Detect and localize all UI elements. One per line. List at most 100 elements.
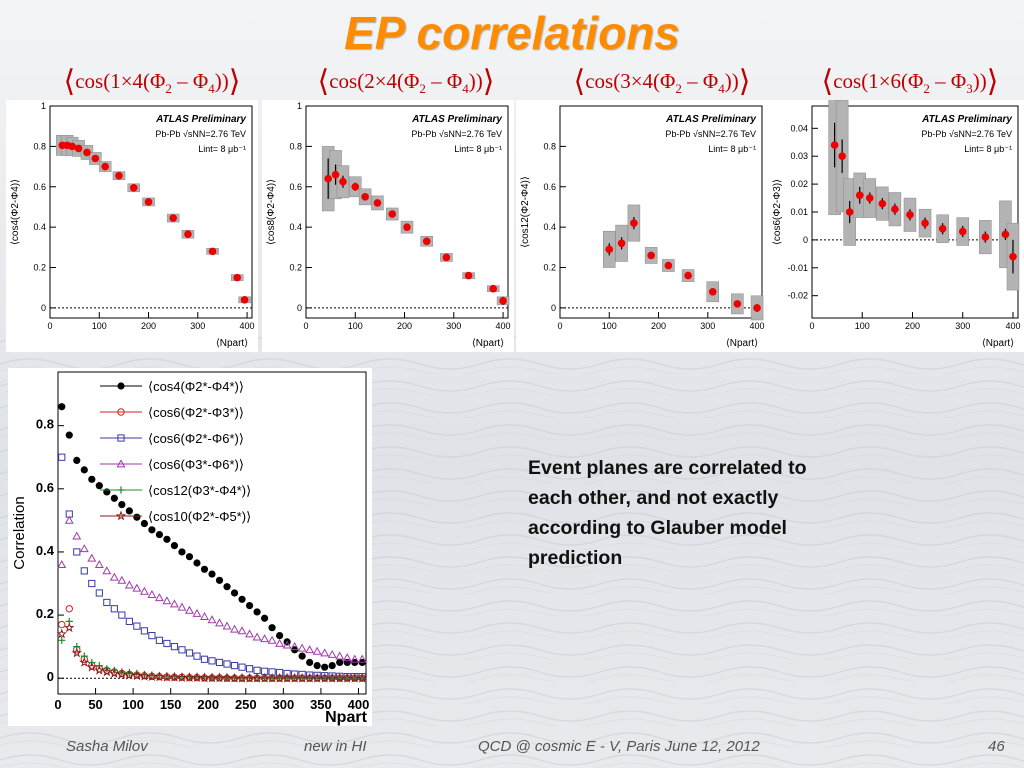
y-tick-label: 0.8	[33, 141, 46, 151]
y-tick-label: 0.4	[289, 222, 302, 232]
x-tick-label: 350	[310, 697, 332, 712]
x-tick-label: 0	[557, 321, 562, 331]
y-axis-label: Correlation	[11, 496, 28, 569]
footer-event: QCD @ cosmic E - V, Paris June 12, 2012	[478, 738, 760, 755]
series-point	[275, 638, 285, 647]
x-tick-label: 150	[160, 697, 182, 712]
y-tick-label: 0.8	[543, 141, 556, 151]
series-point	[64, 622, 75, 633]
data-point	[981, 233, 990, 241]
series-point	[178, 646, 186, 654]
y-tick-label: 0.4	[36, 543, 55, 558]
y-tick-label: 0.8	[36, 417, 54, 432]
x-tick-label: 200	[905, 321, 920, 331]
series-point	[290, 642, 300, 651]
series-point	[87, 553, 97, 562]
data-point	[753, 304, 761, 312]
series-point	[223, 660, 231, 668]
legend-marker	[115, 510, 127, 521]
series-point	[208, 570, 216, 578]
data-point	[891, 205, 899, 214]
series-point	[170, 643, 179, 651]
data-point	[361, 193, 369, 201]
data-point	[605, 245, 614, 254]
series-point	[176, 672, 188, 683]
series-point	[200, 655, 209, 663]
data-point	[906, 210, 914, 219]
energy-label: Pb-Pb √sNN=2.76 TeV	[155, 129, 246, 139]
x-tick-label: 200	[197, 697, 219, 712]
series-point	[140, 519, 148, 528]
series-point	[147, 589, 157, 598]
series-point	[274, 672, 285, 683]
series-point	[230, 661, 239, 670]
data-point	[838, 152, 846, 161]
legend-marker	[117, 486, 125, 494]
x-tick-label: 250	[235, 697, 257, 712]
y-axis-label: ⟨cos8(Φ2-Φ4)⟩	[266, 179, 277, 245]
series-point	[133, 513, 141, 521]
data-point	[958, 227, 967, 236]
plot-frame	[57, 371, 367, 695]
series-point	[140, 627, 148, 635]
series-point	[335, 651, 345, 660]
legend-marker	[116, 459, 126, 468]
data-point	[865, 194, 874, 202]
series-point	[58, 620, 66, 629]
data-point	[339, 177, 347, 186]
x-tick-label: 0	[54, 697, 61, 712]
x-tick-label: 400	[1005, 321, 1020, 331]
formula-1: ⟨cos(1×4(Φ2 – Φ4))⟩	[63, 65, 241, 98]
series-point	[215, 618, 224, 627]
series-point	[148, 631, 156, 640]
series-point	[214, 672, 225, 683]
series-point	[56, 628, 67, 639]
data-point	[489, 284, 498, 293]
series-point	[58, 403, 66, 411]
data-point	[617, 239, 626, 248]
series-point	[245, 665, 254, 673]
legend-label: ⟨cos6(Φ2*-Φ6*)⟩	[148, 431, 244, 446]
series-point	[215, 658, 224, 667]
series-point	[133, 622, 141, 630]
x-axis-label: ⟨Npart⟩	[726, 338, 758, 349]
series-point	[260, 634, 270, 643]
series-point	[321, 663, 329, 671]
x-tick-label: 400	[348, 697, 370, 712]
series-point	[110, 605, 118, 613]
y-axis-label: ⟨cos4(Φ2-Φ4)⟩	[10, 179, 21, 245]
chart-panel-1: 0 100 200 300 400 0 0.2 0.4 0.6 0.8 1 ⟨Npart⟩ ⟨cos4(…	[6, 100, 258, 352]
series-point	[64, 515, 74, 524]
data-point	[499, 297, 507, 305]
legend-label: ⟨cos6(Φ2*-Φ3*)⟩	[148, 405, 244, 420]
data-point	[1009, 252, 1017, 261]
series-point	[116, 669, 128, 679]
data-point	[708, 287, 717, 296]
data-point	[83, 148, 91, 157]
y-tick-label: 0.8	[289, 141, 302, 151]
x-axis-label: Npart	[325, 709, 367, 726]
luminosity-label: Lint= 8 μb⁻¹	[454, 144, 502, 154]
series-point	[155, 530, 164, 539]
y-tick-label: 0	[551, 303, 556, 313]
series-point	[296, 672, 308, 683]
data-point	[144, 198, 153, 206]
luminosity-label: Lint= 8 μb⁻¹	[964, 144, 1012, 154]
formula-3: ⟨cos(3×4(Φ2 – Φ4))⟩	[573, 65, 751, 98]
series-point	[118, 500, 126, 509]
x-tick-label: 0	[809, 321, 814, 331]
series-point	[193, 559, 201, 567]
x-tick-label: 400	[496, 321, 511, 331]
series-point	[238, 663, 246, 671]
series-point	[276, 631, 284, 640]
series-point	[237, 626, 247, 635]
legend-marker	[117, 434, 125, 442]
data-point	[208, 247, 217, 256]
y-tick-label: 0.6	[289, 182, 302, 192]
series-point	[282, 640, 292, 649]
series-point	[319, 672, 330, 683]
atlas-label: ATLAS Preliminary	[665, 114, 756, 125]
series-point	[155, 636, 164, 644]
data-point	[91, 154, 100, 163]
series-point	[320, 648, 330, 657]
